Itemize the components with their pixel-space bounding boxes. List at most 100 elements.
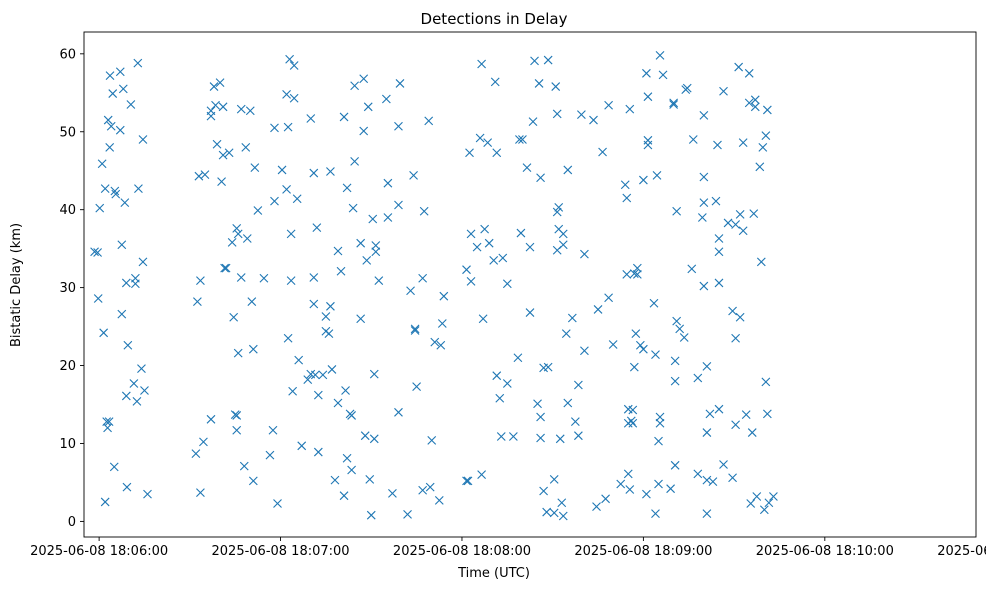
data-point: [625, 104, 635, 114]
data-point: [557, 498, 567, 508]
data-point: [211, 100, 220, 110]
data-point: [289, 61, 299, 70]
data-point: [326, 301, 335, 311]
data-point: [425, 482, 435, 492]
data-point: [755, 162, 765, 172]
data-point: [598, 147, 607, 157]
data-point: [247, 297, 257, 307]
data-point: [282, 185, 291, 194]
data-point: [403, 510, 412, 519]
data-point: [629, 269, 639, 278]
data-point: [99, 328, 109, 338]
data-point: [654, 436, 663, 446]
data-point: [93, 248, 102, 257]
data-point: [371, 247, 381, 257]
data-point: [756, 257, 766, 267]
data-point: [282, 89, 291, 99]
data-point: [410, 324, 420, 334]
data-point: [268, 425, 278, 435]
y-axis-ticks: 0 10 20 30 40 50 60: [59, 47, 84, 530]
data-point: [297, 441, 307, 451]
x-tick-label: 2025-06-08 18:08:00: [393, 544, 531, 559]
data-point: [708, 477, 718, 487]
data-point: [394, 407, 403, 417]
data-point: [620, 180, 630, 190]
data-point: [138, 135, 148, 144]
data-point: [608, 340, 618, 349]
x-tick-label: 2025-06-08 18:09:00: [574, 544, 712, 559]
data-point: [593, 305, 603, 314]
data-point: [103, 423, 112, 433]
data-point: [122, 482, 132, 492]
data-point: [549, 508, 559, 518]
data-point: [642, 489, 651, 499]
data-point: [525, 308, 535, 317]
data-point: [194, 171, 204, 181]
data-point: [697, 213, 707, 222]
data-point: [418, 485, 428, 495]
data-point: [318, 370, 328, 380]
data-point: [336, 266, 346, 276]
data-point: [604, 100, 614, 110]
data-point: [436, 340, 446, 350]
data-point: [381, 94, 391, 104]
data-point: [196, 276, 205, 285]
data-point: [563, 165, 573, 175]
data-point: [232, 425, 242, 435]
data-point: [472, 242, 482, 252]
data-point: [604, 293, 614, 303]
data-point: [635, 340, 645, 350]
data-point: [702, 361, 712, 371]
data-point: [679, 333, 689, 342]
data-point: [702, 509, 712, 519]
data-point: [121, 391, 131, 401]
data-point: [339, 112, 349, 122]
data-point: [543, 55, 553, 65]
data-point: [746, 499, 756, 508]
data-point: [625, 485, 635, 494]
data-point: [306, 114, 316, 123]
data-point: [651, 350, 660, 360]
data-point: [209, 82, 219, 91]
data-point: [699, 110, 709, 120]
data-point: [406, 286, 415, 296]
data-point: [348, 203, 358, 213]
data-point: [682, 83, 692, 93]
data-point: [623, 469, 633, 479]
data-point: [738, 138, 748, 148]
data-point: [731, 220, 741, 229]
data-point: [769, 492, 778, 501]
data-point: [626, 416, 636, 426]
data-point: [735, 209, 745, 219]
data-point: [492, 148, 502, 158]
data-point: [567, 313, 577, 323]
data-point: [108, 89, 118, 98]
data-point: [762, 105, 772, 115]
data-point: [622, 193, 632, 203]
data-point: [764, 498, 774, 508]
data-point: [333, 246, 343, 256]
data-point: [723, 218, 733, 228]
data-point: [140, 386, 149, 395]
data-point: [97, 159, 107, 169]
data-point: [654, 479, 663, 489]
data-point: [761, 377, 771, 387]
data-point: [233, 348, 243, 358]
data-point: [138, 257, 148, 267]
data-point: [232, 411, 242, 420]
data-point: [394, 200, 403, 210]
data-point: [670, 376, 680, 386]
data-point: [534, 79, 544, 88]
data-point: [199, 437, 208, 447]
data-point: [462, 476, 471, 486]
data-point: [629, 362, 639, 372]
data-point: [731, 333, 741, 343]
data-points: [90, 50, 778, 521]
data-point: [93, 294, 103, 303]
data-point: [658, 70, 668, 80]
data-point: [699, 172, 709, 182]
y-tick-label: 30: [59, 281, 76, 296]
data-point: [327, 365, 337, 374]
data-point: [475, 133, 485, 143]
data-point: [437, 319, 447, 328]
